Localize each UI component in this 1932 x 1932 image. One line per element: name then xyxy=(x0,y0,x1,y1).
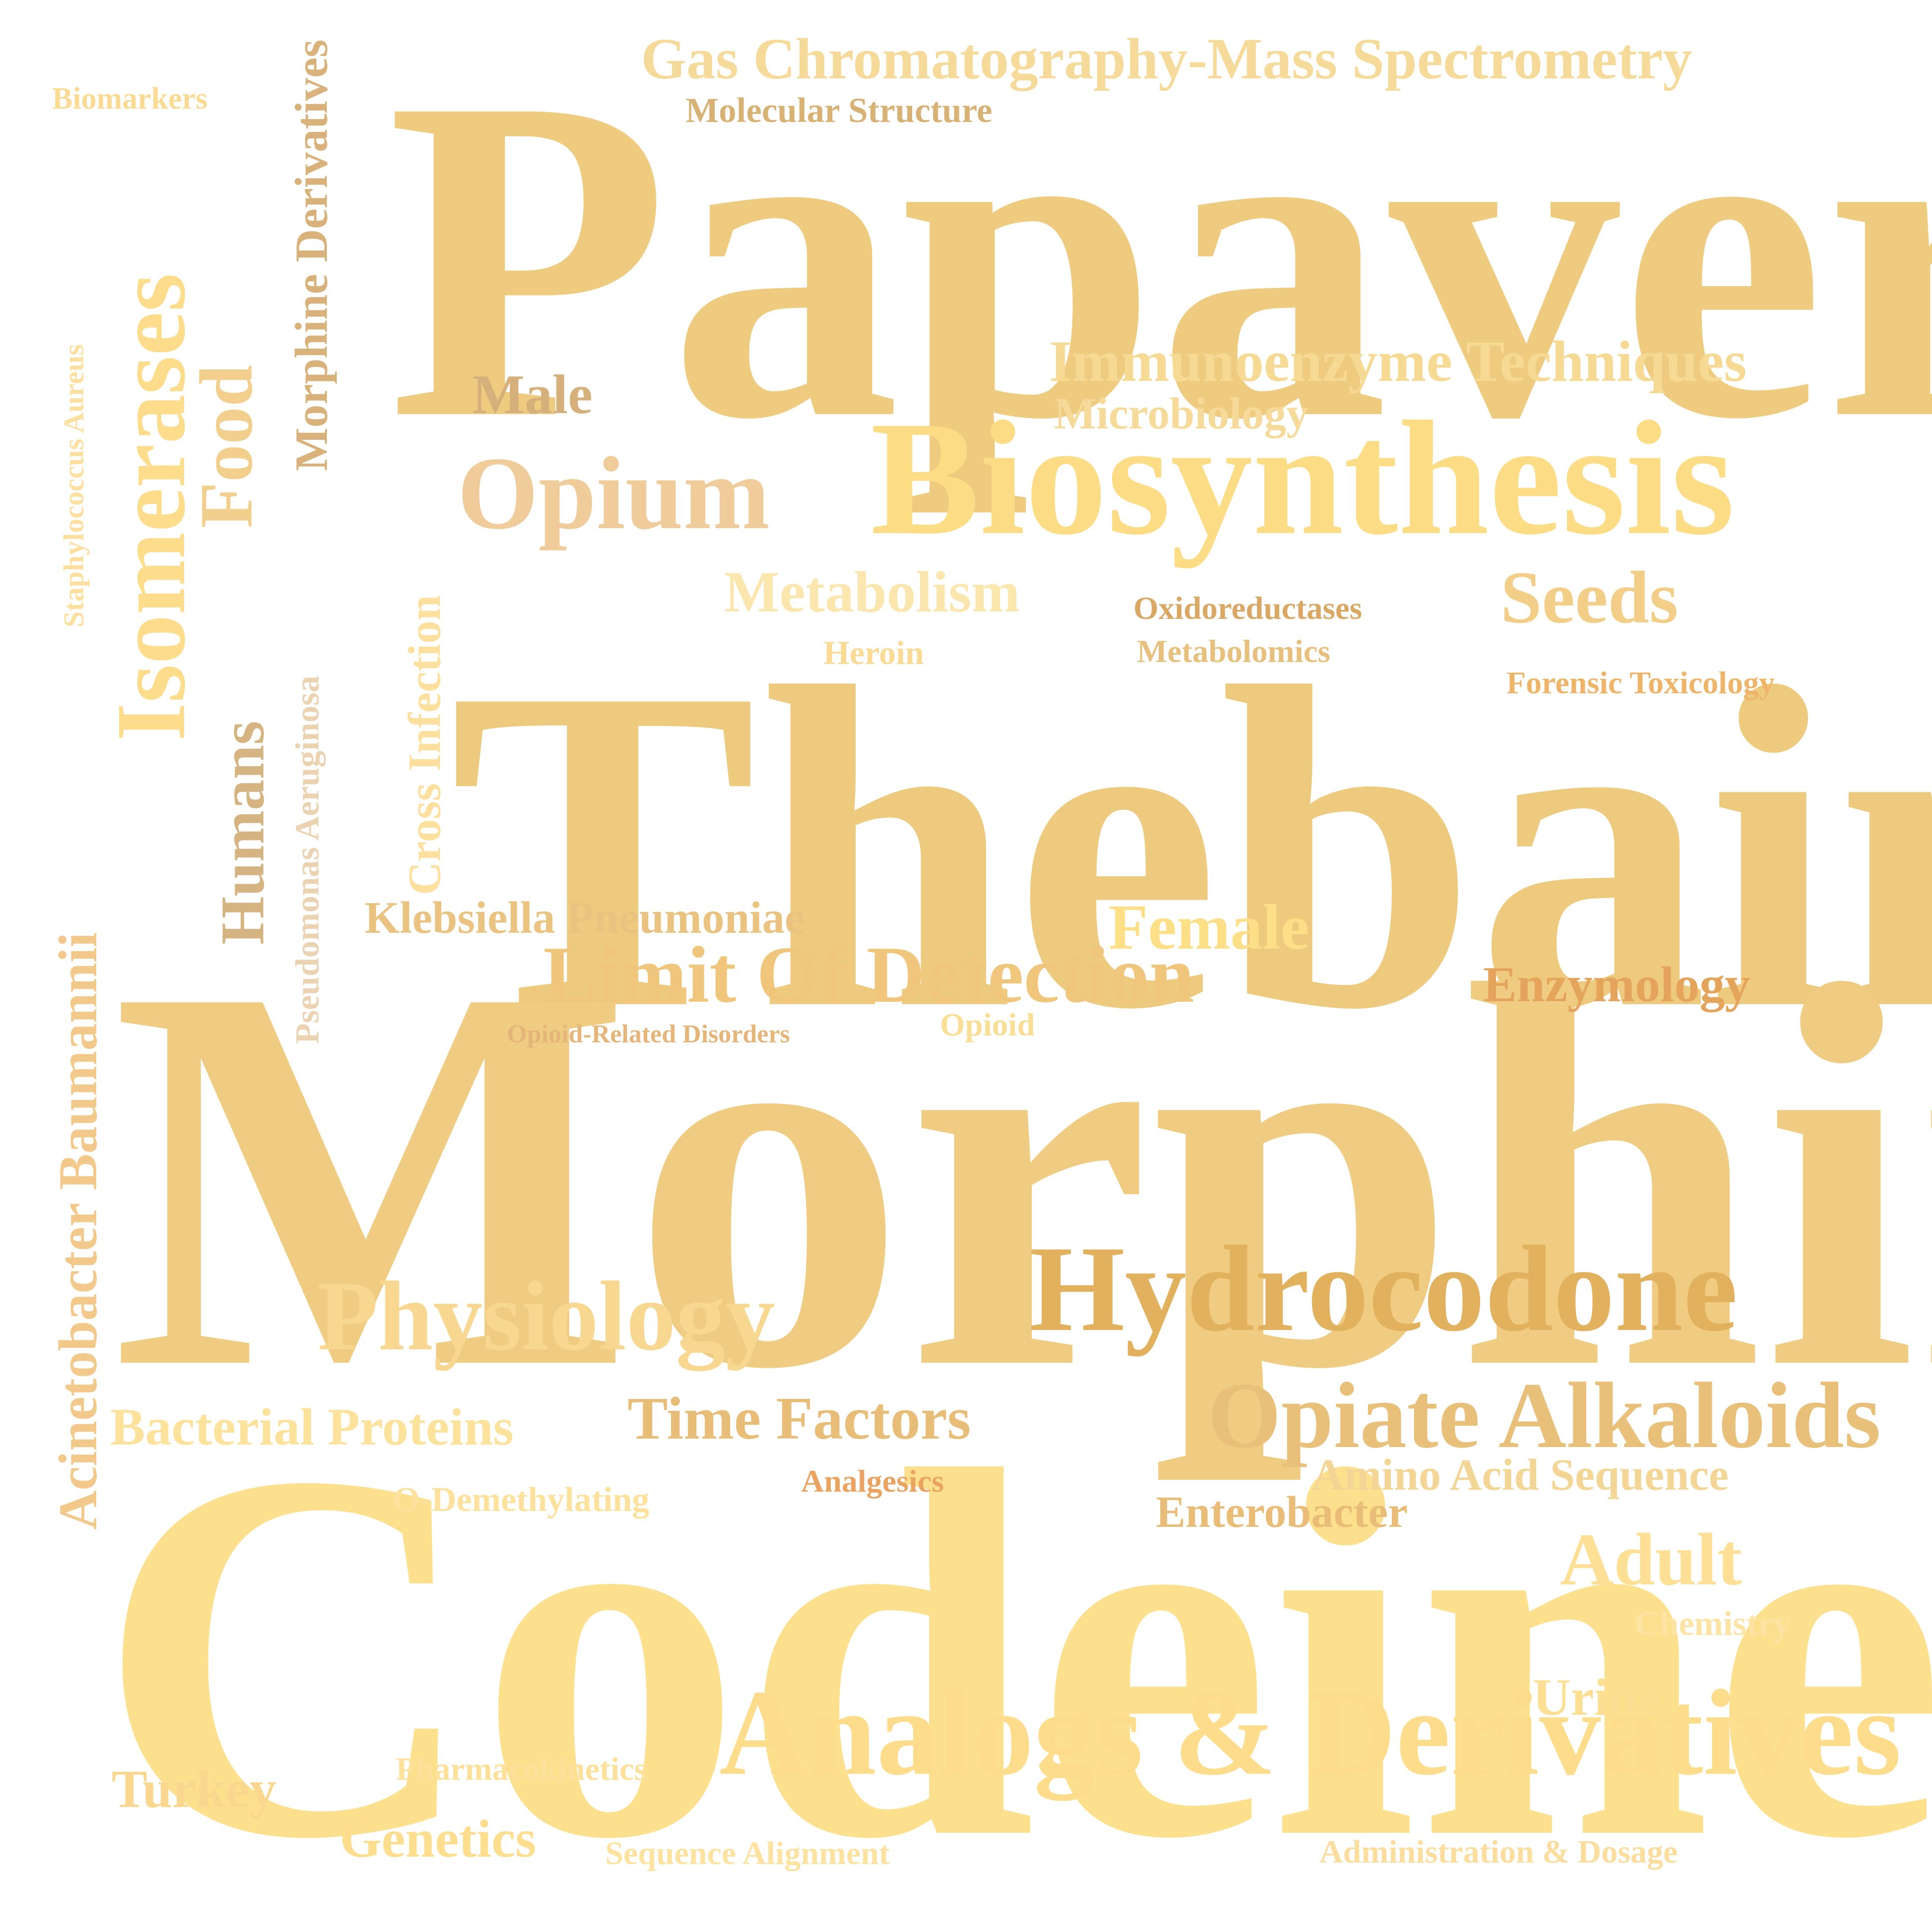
word-hydrocodone: Hydrocodone xyxy=(1029,1220,1738,1357)
word-oxidoreductases: Oxidoreductases xyxy=(1133,591,1363,626)
word-biosynthesis: Biosynthesis xyxy=(871,388,1735,569)
word-physiology: Physiology xyxy=(317,1262,775,1371)
word-biomarkers: Biomarkers xyxy=(52,82,208,116)
word-immunoenzyme-techniques: Immunoenzyme Techniques xyxy=(1049,329,1747,394)
word-limit-of-detection: Limit Of Detection xyxy=(543,930,1194,1020)
word-male: Male xyxy=(472,364,593,425)
word-urine: Urine xyxy=(1533,1668,1662,1726)
word-gc-ms: Gas Chromatography-Mass Spectrometry xyxy=(641,26,1692,91)
word-papaver: Papaver xyxy=(387,2,1932,514)
word-sequence-alignment: Sequence Alignment xyxy=(605,1835,890,1872)
word-genetics: Genetics xyxy=(340,1810,536,1869)
word-adult: Adult xyxy=(1560,1518,1742,1601)
word-enterobacter: Enterobacter xyxy=(1156,1488,1408,1537)
word-forensic-toxicology: Forensic Toxicology xyxy=(1506,665,1775,700)
word-opium: Opium xyxy=(457,436,770,551)
word-bacterial-proteins: Bacterial Proteins xyxy=(110,1398,514,1456)
word-humans: Humans xyxy=(209,721,277,945)
word-codeine: Codeine xyxy=(97,1363,1932,1932)
word-amino-acid-sequence: Amino Acid Sequence xyxy=(1312,1450,1729,1500)
word-klebsiella-pneumoniae: Klebsiella Pneumoniae xyxy=(365,893,805,943)
word-morphine-derivatives: Morphine Derivatives xyxy=(286,39,337,471)
word-enzymology: Enzymology xyxy=(1483,957,1750,1013)
word-microbiology: Microbiology xyxy=(1054,389,1309,438)
word-pseudomonas-aeruginosa: Pseudomonas Aeruginosa xyxy=(288,675,326,1044)
word-heroin: Heroin xyxy=(823,634,924,671)
word-staphylococcus-aureus: Staphylococcus Aureus xyxy=(58,344,90,627)
word-acinetobacter-baumannii: Acinetobacter Baumannii xyxy=(48,932,108,1530)
word-time-factors: Time Factors xyxy=(627,1385,971,1452)
word-morphine: Morphine xyxy=(112,873,1932,1482)
word-analogs-derivatives: Analogs & Derivatives xyxy=(719,1664,1902,1801)
word-administration-dosage: Administration & Dosage xyxy=(1319,1834,1678,1870)
word-analgesics: Analgesics xyxy=(801,1463,944,1499)
word-opiate-alkaloids: Opiate Alkaloids xyxy=(1208,1364,1881,1468)
word-o-demethylating: O-Demethylating xyxy=(393,1481,650,1519)
word-opioid: Opioid xyxy=(940,1007,1035,1043)
word-molecular-structure: Molecular Structure xyxy=(686,91,993,130)
word-thebaine: Thebaine xyxy=(449,592,1932,1104)
word-opioid-related-disorders: Opioid-Related Disorders xyxy=(507,1020,790,1048)
word-cross-infection: Cross Infection xyxy=(399,595,450,895)
word-female: Female xyxy=(1109,892,1309,963)
word-turkey: Turkey xyxy=(112,1760,277,1819)
word-food: Food xyxy=(185,364,268,528)
word-pharmacokinetics: Pharmacokinetics xyxy=(396,1751,647,1787)
word-chemistry: Chemistry xyxy=(1634,1605,1791,1643)
word-seeds: Seeds xyxy=(1500,556,1679,639)
word-metabolism: Metabolism xyxy=(724,559,1020,624)
word-metabolomics: Metabolomics xyxy=(1137,634,1330,669)
